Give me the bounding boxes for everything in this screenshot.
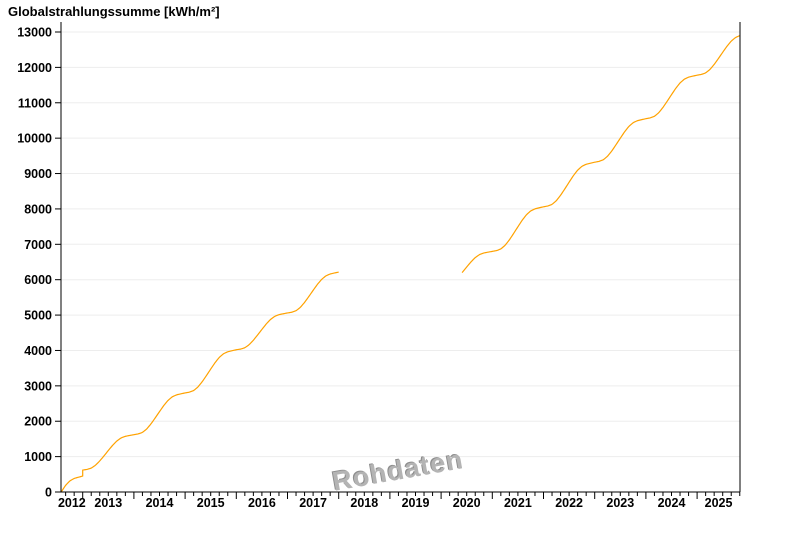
y-tick-labels: 0 1000 2000 3000 4000 5000 6000 7000 8000 9000 100… (17, 26, 52, 500)
x-tick-label: 2021 (504, 496, 532, 510)
y-tick-label: 11000 (18, 96, 52, 110)
x-tick-label: 2013 (94, 496, 122, 510)
radiation-curve (60, 34, 741, 493)
y-tick-label: 5000 (24, 309, 52, 323)
x-tick-label: 2024 (658, 496, 686, 510)
chart-title: Globalstrahlungssumme [kWh/m²] (8, 4, 220, 19)
y-tick-label: 4000 (24, 344, 52, 358)
x-tick-label: 2015 (197, 496, 225, 510)
x-ticks (65, 492, 741, 499)
x-tick-label: 2012 (58, 496, 86, 510)
y-tick-label: 13000 (17, 26, 52, 40)
y-tick-label: 3000 (24, 379, 52, 393)
x-tick-label: 2018 (350, 496, 378, 510)
y-tick-label: 0 (45, 486, 52, 500)
x-tick-labels: 2012 2013 2014 2015 2016 2017 2018 2019 2020 2021… (58, 496, 733, 510)
y-tick-label: 12000 (17, 61, 52, 75)
x-tick-label: 2014 (146, 496, 174, 510)
axes (60, 22, 741, 493)
y-tick-label: 8000 (24, 202, 52, 216)
x-tick-label: 2020 (453, 496, 481, 510)
y-tick-label: 7000 (24, 238, 52, 252)
x-tick-label: 2022 (555, 496, 583, 510)
y-ticks (55, 31, 61, 493)
x-tick-label: 2016 (248, 496, 276, 510)
y-tick-label: 6000 (24, 273, 52, 287)
x-tick-label: 2025 (705, 496, 733, 510)
y-gridlines (61, 31, 740, 458)
y-tick-label: 2000 (24, 415, 52, 429)
x-tick-label: 2019 (402, 496, 430, 510)
x-tick-label: 2023 (606, 496, 634, 510)
y-tick-label: 10000 (17, 132, 52, 146)
y-tick-label: 9000 (24, 167, 52, 181)
y-tick-label: 1000 (24, 450, 52, 464)
x-tick-label: 2017 (299, 496, 327, 510)
